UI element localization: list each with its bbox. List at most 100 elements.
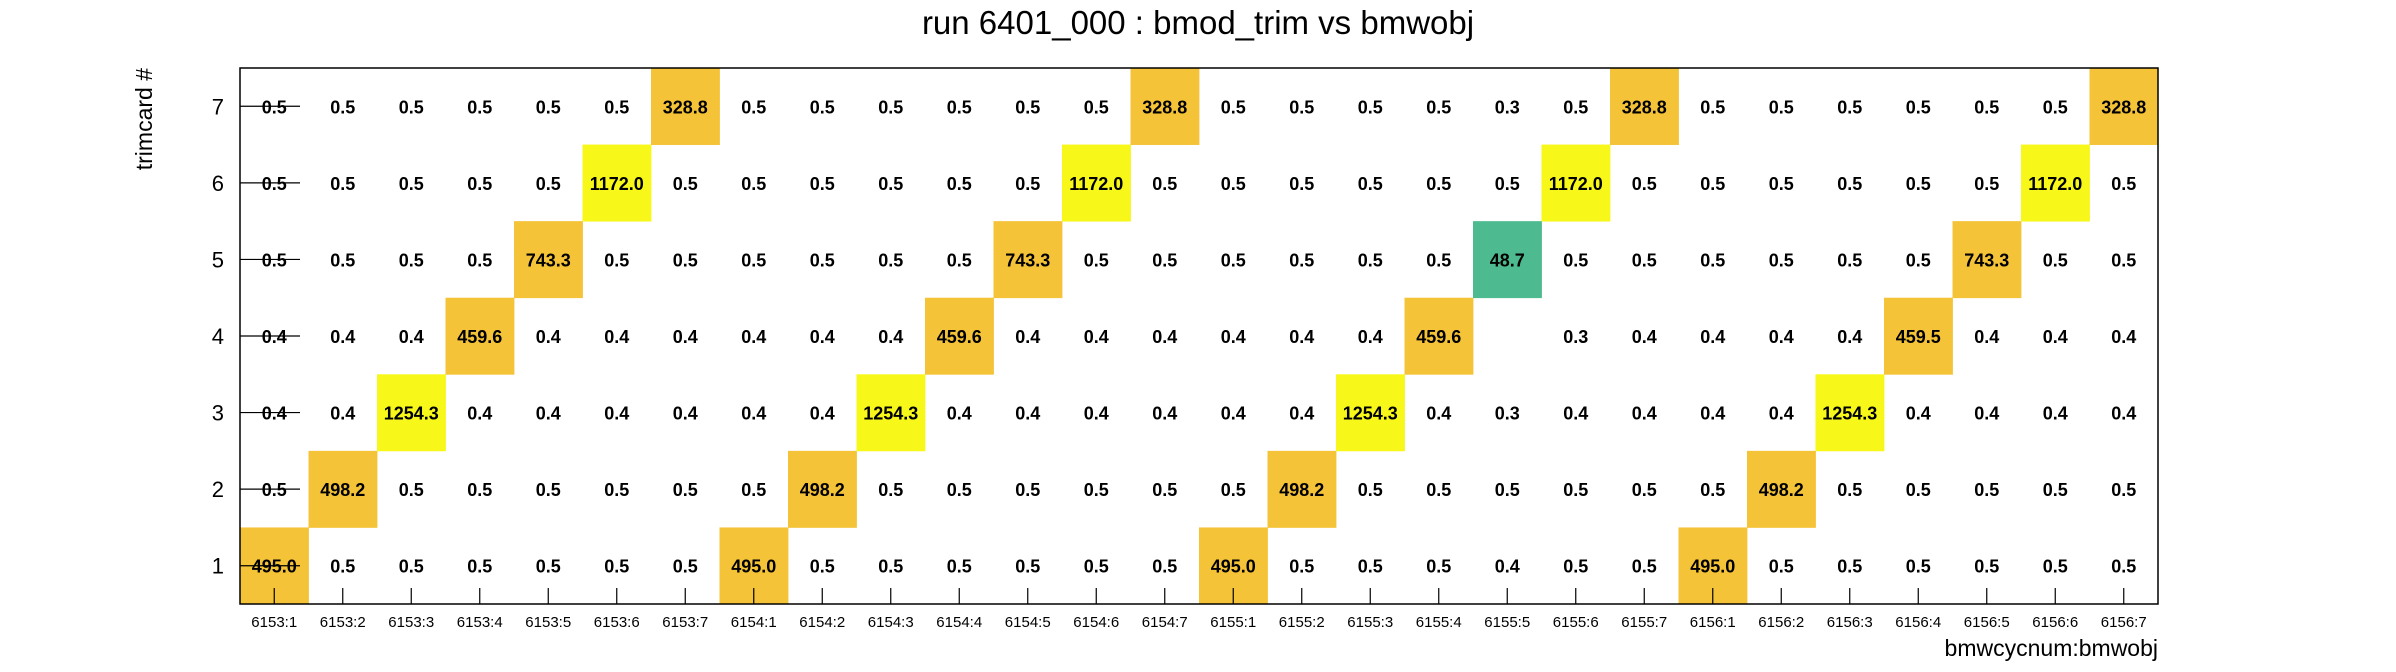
cell-value-label: 0.5 (604, 557, 629, 577)
cell-value-label: 0.4 (1358, 327, 1383, 347)
x-tick-label: 6156:7 (2101, 614, 2147, 631)
heatmap-cell (1062, 144, 1131, 222)
cell-value-label: 0.5 (1221, 174, 1246, 194)
cell-value-label: 0.5 (467, 250, 492, 270)
cell-value-label: 0.5 (1358, 557, 1383, 577)
cell-value-label: 0.4 (741, 404, 766, 424)
heatmap-cell (1952, 221, 2022, 299)
x-tick-label: 6154:7 (1142, 614, 1188, 631)
cell-value-label: 0.5 (536, 557, 561, 577)
cell-value-label: 0.5 (467, 97, 492, 117)
cell-value-label: 0.5 (467, 480, 492, 500)
cell-value-label: 0.5 (1495, 174, 1520, 194)
cell-value-label: 0.5 (2111, 480, 2136, 500)
heatmap-cell (856, 374, 926, 452)
cell-value-label: 328.8 (2101, 97, 2146, 117)
cell-value-label: 1172.0 (1069, 174, 1123, 194)
cell-value-label: 495.0 (252, 557, 297, 577)
cell-value-label: 743.3 (1964, 250, 2009, 270)
cell-value-label: 0.5 (1152, 250, 1177, 270)
cell-value-label: 0.5 (1769, 557, 1794, 577)
cell-value-label: 0.5 (947, 480, 972, 500)
cell-value-label: 0.5 (1906, 250, 1931, 270)
cell-value-label: 0.5 (673, 557, 698, 577)
cell-value-label: 0.5 (741, 97, 766, 117)
cell-value-label: 0.5 (399, 97, 424, 117)
cell-value-label: 0.5 (947, 97, 972, 117)
cell-value-label: 0.5 (1152, 557, 1177, 577)
heatmap-cell (993, 221, 1063, 299)
x-tick-label: 6156:4 (1895, 614, 1941, 631)
cell-value-label: 0.5 (1495, 480, 1520, 500)
cell-value-label: 743.3 (1005, 250, 1050, 270)
cell-value-label: 1172.0 (2028, 174, 2082, 194)
cell-value-label: 328.8 (1622, 97, 1667, 117)
cell-value-label: 0.4 (1289, 404, 1314, 424)
cell-value-label: 0.5 (1769, 250, 1794, 270)
x-tick-label: 6153:3 (388, 614, 434, 631)
x-tick-label: 6154:3 (868, 614, 914, 631)
cell-value-label: 0.5 (330, 97, 355, 117)
y-tick-label: 3 (212, 401, 224, 426)
cell-value-label: 0.4 (1152, 327, 1177, 347)
cell-value-label: 0.5 (262, 174, 287, 194)
cell-value-label: 0.4 (1084, 327, 1109, 347)
heatmap-cell (1884, 297, 1953, 375)
cell-value-label: 0.5 (741, 250, 766, 270)
x-tick-label: 6156:6 (2032, 614, 2078, 631)
x-tick-label: 6156:3 (1827, 614, 1873, 631)
x-tick-label: 6154:5 (1005, 614, 1051, 631)
cell-value-label: 328.8 (663, 97, 708, 117)
heatmap-cell (1130, 68, 1200, 145)
cell-value-label: 0.5 (1015, 480, 1040, 500)
cell-value-label: 0.5 (399, 174, 424, 194)
cell-value-label: 0.5 (262, 97, 287, 117)
cell-value-label: 0.3 (1563, 327, 1588, 347)
cell-value-label: 0.4 (1563, 404, 1588, 424)
cell-value-label: 0.3 (1495, 404, 1520, 424)
cell-value-label: 0.5 (1974, 174, 1999, 194)
cell-value-label: 0.5 (1837, 97, 1862, 117)
x-tick-label: 6153:2 (320, 614, 366, 631)
cell-value-label: 495.0 (1211, 557, 1256, 577)
cell-value-label: 0.5 (1769, 174, 1794, 194)
x-tick-label: 6155:1 (1210, 614, 1256, 631)
cell-value-label: 0.5 (1426, 97, 1451, 117)
cell-value-label: 0.4 (1426, 404, 1451, 424)
y-axis: 1 2 3 4 5 6 7 (212, 94, 300, 579)
cell-value-label: 0.4 (1974, 404, 1999, 424)
cell-value-label: 0.4 (1289, 327, 1314, 347)
x-tick-label: 6155:3 (1347, 614, 1393, 631)
heatmap-cell (925, 297, 994, 375)
cell-value-label: 0.5 (330, 174, 355, 194)
cell-value-label: 0.5 (1084, 250, 1109, 270)
heatmap-cells (240, 68, 2159, 605)
cell-value-label: 0.5 (1906, 480, 1931, 500)
cell-value-label: 0.5 (330, 557, 355, 577)
cell-value-label: 0.5 (467, 557, 492, 577)
cell-value-label: 0.4 (810, 404, 835, 424)
cell-value-label: 0.5 (673, 480, 698, 500)
cell-value-label: 0.5 (2111, 174, 2136, 194)
cell-value-label: 0.5 (878, 250, 903, 270)
cell-value-label: 0.4 (2043, 327, 2068, 347)
cell-value-label: 0.5 (1358, 174, 1383, 194)
plot-frame (239, 67, 2159, 605)
cell-value-label: 0.4 (399, 327, 424, 347)
x-tick-label: 6155:4 (1416, 614, 1462, 631)
cell-value-label: 0.5 (1426, 557, 1451, 577)
cell-value-label: 459.6 (1416, 327, 1461, 347)
cell-value-label: 0.4 (1837, 327, 1862, 347)
cell-value-label: 0.5 (947, 174, 972, 194)
cell-value-label: 0.4 (1769, 404, 1794, 424)
cell-value-label: 0.5 (1563, 480, 1588, 500)
cell-value-label: 0.4 (2111, 327, 2136, 347)
cell-value-label: 0.5 (810, 97, 835, 117)
cell-value-label: 0.5 (1632, 557, 1657, 577)
cell-value-label: 0.4 (604, 327, 629, 347)
cell-value-label: 0.5 (1289, 250, 1314, 270)
cell-value-label: 0.5 (878, 174, 903, 194)
heatmap-cell (1610, 68, 1679, 145)
cell-value-label: 0.5 (673, 174, 698, 194)
cell-value-label: 0.5 (1358, 97, 1383, 117)
